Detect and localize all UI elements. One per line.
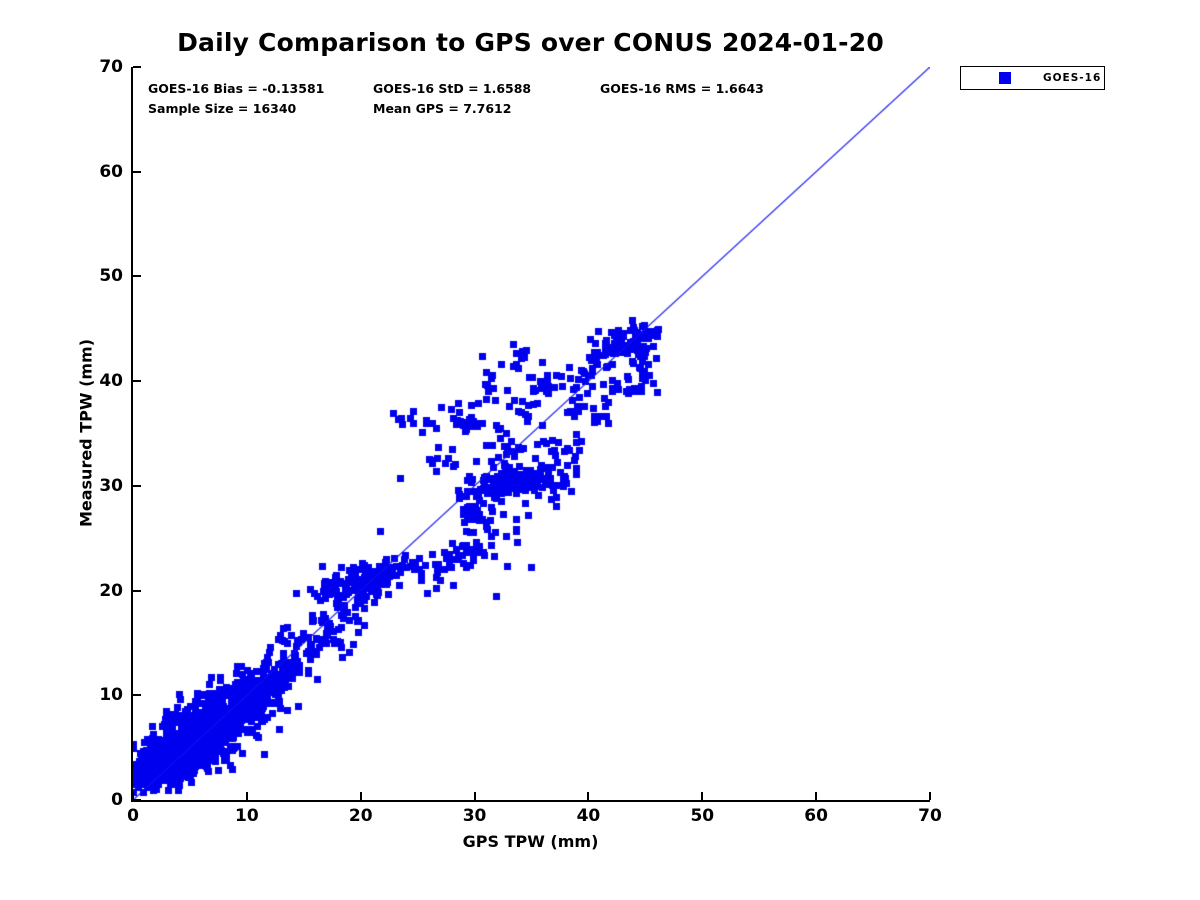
legend-marker-square — [999, 72, 1011, 84]
x-tick-mark — [587, 792, 590, 800]
y-tick-mark — [133, 380, 141, 383]
x-tick-label: 30 — [462, 806, 487, 826]
y-tick-mark — [133, 66, 141, 68]
x-tick-mark — [815, 792, 818, 800]
x-tick-label: 70 — [918, 806, 942, 826]
legend-label: GOES-16 — [1043, 72, 1102, 84]
x-tick-mark — [701, 792, 704, 800]
x-tick-label: 10 — [235, 806, 259, 826]
y-tick-label: 20 — [99, 580, 123, 601]
scatter-canvas — [133, 67, 930, 800]
legend-box: GOES-16 — [960, 66, 1105, 90]
y-tick-label: 70 — [99, 57, 123, 77]
x-tick-mark — [245, 792, 248, 800]
x-tick-label: 20 — [348, 806, 373, 826]
y-tick-label: 0 — [111, 790, 123, 810]
chart-title: Daily Comparison to GPS over CONUS 2024-… — [177, 28, 884, 57]
y-tick-mark — [133, 799, 141, 801]
x-tick-mark — [929, 792, 931, 800]
y-tick-label: 40 — [99, 371, 123, 392]
y-tick-mark — [133, 484, 141, 487]
x-tick-mark — [359, 792, 362, 800]
x-tick-label: 40 — [576, 806, 601, 826]
y-tick-mark — [133, 170, 141, 173]
y-tick-label: 10 — [99, 685, 123, 706]
y-tick-mark — [133, 589, 141, 592]
x-tick-label: 50 — [690, 806, 715, 826]
y-tick-mark — [133, 694, 141, 697]
x-tick-label: 60 — [804, 806, 828, 826]
y-axis-label: Measured TPW (mm) — [76, 338, 96, 528]
x-tick-label: 0 — [127, 806, 139, 826]
x-tick-mark — [132, 792, 134, 800]
x-axis-label: GPS TPW (mm) — [462, 832, 599, 851]
y-tick-label: 50 — [99, 266, 123, 287]
x-tick-mark — [473, 792, 476, 800]
y-tick-label: 60 — [99, 161, 123, 182]
plot-area — [131, 67, 930, 802]
y-tick-mark — [133, 275, 141, 278]
y-tick-label: 30 — [99, 475, 123, 496]
